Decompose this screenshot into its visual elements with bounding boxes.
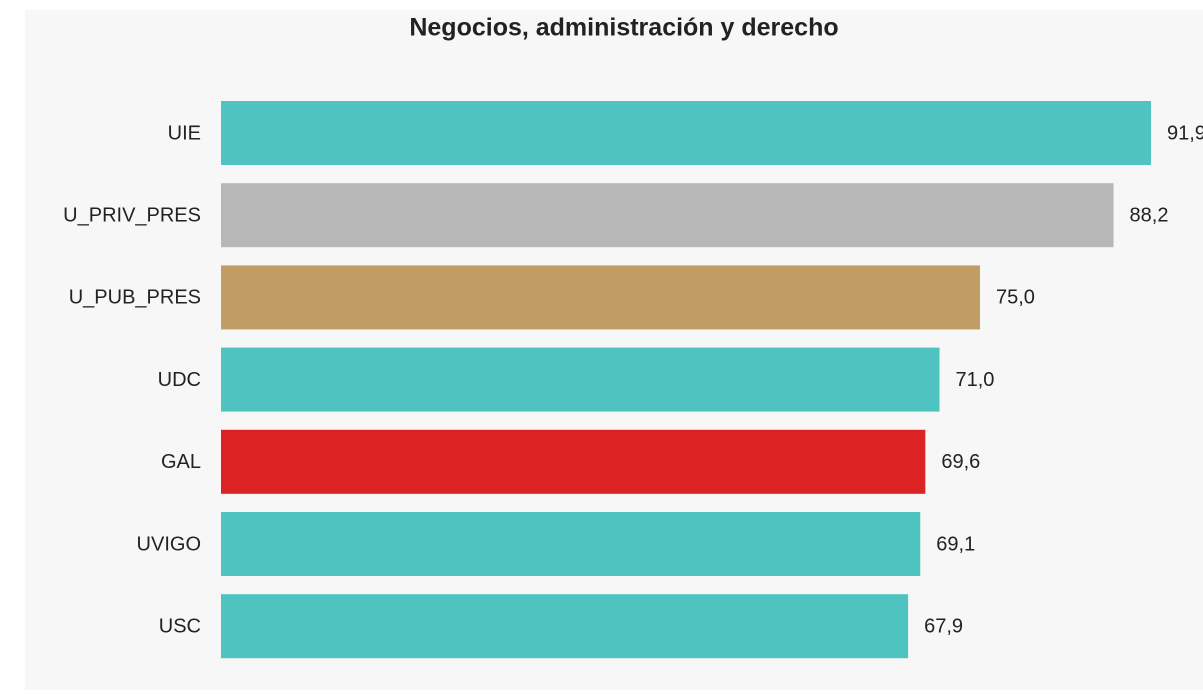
value-label: 71,0 xyxy=(955,369,994,391)
bar xyxy=(221,512,921,576)
value-label: 88,2 xyxy=(1130,204,1169,226)
value-label: 75,0 xyxy=(996,287,1035,309)
bar xyxy=(221,265,980,330)
value-label: 91,9 xyxy=(1167,122,1203,144)
y-tick-label: U_PUB_PRES xyxy=(69,287,201,309)
value-label: 67,9 xyxy=(924,615,963,637)
bar xyxy=(221,594,909,659)
chart-title: Negocios, administración y derecho xyxy=(409,14,838,42)
y-tick-label: UDC xyxy=(158,369,201,391)
value-label: 69,6 xyxy=(941,451,980,473)
y-tick-label: USC xyxy=(159,615,201,637)
y-tick-label: UIE xyxy=(168,122,201,144)
value-label: 69,1 xyxy=(936,533,975,555)
bar xyxy=(221,183,1114,248)
bar xyxy=(221,101,1151,165)
y-tick-label: GAL xyxy=(161,451,201,473)
bar xyxy=(221,429,926,494)
bar xyxy=(221,347,940,412)
y-tick-label: U_PRIV_PRES xyxy=(63,204,201,226)
y-tick-label: UVIGO xyxy=(137,533,201,555)
